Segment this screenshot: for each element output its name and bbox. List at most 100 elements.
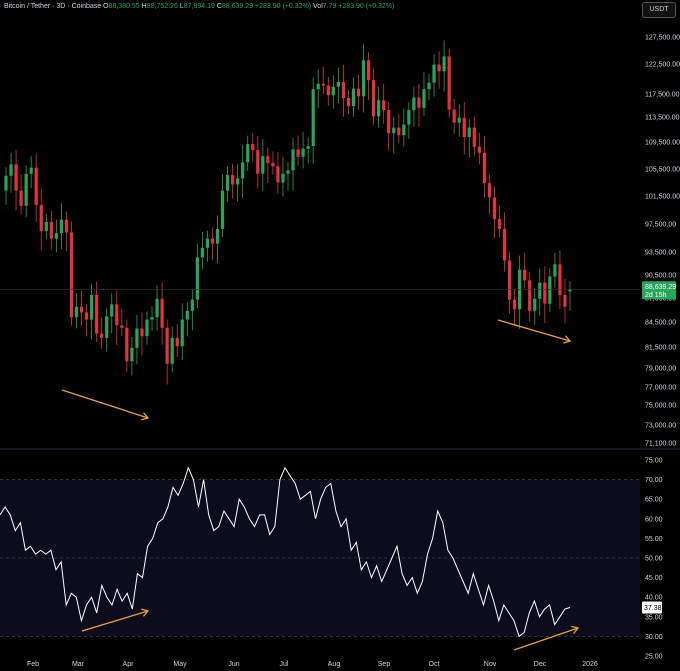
candle-body [336, 82, 340, 87]
candle-body [296, 149, 300, 157]
candle-body [392, 127, 396, 134]
price-axis-tick: 122,500.00 [645, 62, 680, 69]
candle-body [467, 127, 471, 137]
price-axis-tick: 109,500.00 [645, 140, 680, 147]
price-axis-tick: 81,500.00 [645, 345, 676, 352]
candle-body [301, 148, 305, 157]
candle-body [387, 110, 391, 134]
rsi-axis-tick: 25.00 [645, 654, 663, 661]
candle-body [432, 64, 436, 83]
candle-body [241, 162, 245, 179]
candle-body [120, 325, 124, 328]
candle-body [49, 221, 53, 239]
price-axis-tick: 71,100.00 [645, 441, 676, 448]
price-axis-tick: 117,500.00 [645, 92, 680, 99]
price-axis-tick: 101,500.00 [645, 194, 680, 201]
x-axis-label: Jul [280, 661, 289, 668]
candle-body [246, 144, 250, 163]
candle-body [377, 100, 381, 117]
rsi-axis-tick: 40.00 [645, 595, 663, 602]
close-value: 88,639.29 [221, 3, 254, 10]
candle-body [29, 167, 33, 174]
price-axis-tick: 127,500.00 [645, 35, 680, 42]
candle-body [140, 328, 144, 337]
candle-body [251, 144, 255, 151]
candle-body [477, 146, 481, 153]
candle-body [44, 221, 48, 231]
price-axis-tick: 84,500.00 [645, 320, 676, 327]
candle-body [523, 269, 527, 281]
currency-button[interactable]: USDT [642, 2, 676, 18]
candle-body [185, 310, 189, 320]
high-value: 88,752.26 [146, 3, 178, 10]
open-value: 88,380.55 [108, 3, 140, 10]
candle-body [271, 162, 275, 167]
candle-body [452, 109, 456, 123]
symbol-label: Bitcoin / Tether · 3D · Coinbase [4, 3, 102, 10]
candle-body [326, 85, 330, 96]
x-axis-label: Jun [228, 661, 239, 668]
candle-body [558, 264, 562, 295]
last-price-badge [642, 281, 676, 300]
candle-body [54, 233, 58, 239]
candle-body [14, 164, 18, 191]
x-axis-label: Nov [484, 661, 497, 668]
candle-body [64, 219, 69, 233]
candle-body [84, 312, 89, 320]
candle-body [24, 173, 28, 206]
price-divergence-arrow-1 [61, 389, 149, 419]
candle-body [492, 197, 497, 220]
candle-body [472, 127, 476, 147]
candle-body [351, 88, 356, 107]
vol-value: 7.79 [322, 3, 337, 10]
x-axis-label: May [173, 661, 187, 668]
candle-body [528, 280, 532, 311]
x-axis-label: Apr [123, 661, 135, 668]
candle-body [507, 260, 512, 300]
candle-body [9, 164, 13, 176]
candle-body [95, 294, 99, 334]
last-price-value: 88,639.29 [645, 284, 676, 291]
high-label: H [141, 3, 147, 10]
candle-body [457, 117, 461, 123]
candle-body [437, 64, 441, 72]
candle-body [482, 152, 486, 184]
candle-body [316, 83, 320, 90]
candle-body [160, 298, 164, 328]
chart-header: Bitcoin / Tether · 3D · Coinbase O88,380… [4, 3, 394, 10]
candle-body [563, 294, 567, 307]
candle-body [568, 289, 572, 292]
candle-body [19, 190, 23, 206]
countdown-value: 2d 15h [645, 292, 667, 299]
candle-body [261, 156, 265, 174]
candle-body [286, 170, 290, 174]
candle-body [180, 319, 184, 347]
candle-body [548, 276, 552, 304]
rsi-divergence-arrow-2 [513, 627, 579, 651]
candle-body [256, 150, 260, 174]
candle-body [321, 83, 325, 86]
price-axis-tick: 75,000.00 [645, 403, 676, 410]
candle-body [442, 56, 446, 72]
candle-body [361, 60, 366, 97]
candle-body [175, 337, 179, 347]
candle-body [346, 98, 351, 107]
candle-body [105, 316, 109, 338]
price-axis-tick: 73,000.00 [645, 423, 676, 430]
candle-body [417, 97, 421, 108]
price-axis-tick: 93,500.00 [645, 250, 676, 257]
x-axis-label: Feb [27, 661, 39, 668]
low-value: 87,894.19 [183, 3, 215, 10]
rsi-axis-tick: 35.00 [645, 614, 663, 621]
candle-body [372, 80, 376, 117]
candle-body [210, 238, 215, 244]
candle-body [341, 82, 345, 99]
candle-body [74, 306, 79, 318]
price-divergence-arrow-2-head [563, 335, 572, 344]
candle-body [382, 100, 386, 111]
x-axis-label: Oct [429, 661, 440, 668]
candle-body [366, 60, 371, 81]
open-label: O [103, 3, 109, 10]
candle-body [497, 219, 502, 229]
